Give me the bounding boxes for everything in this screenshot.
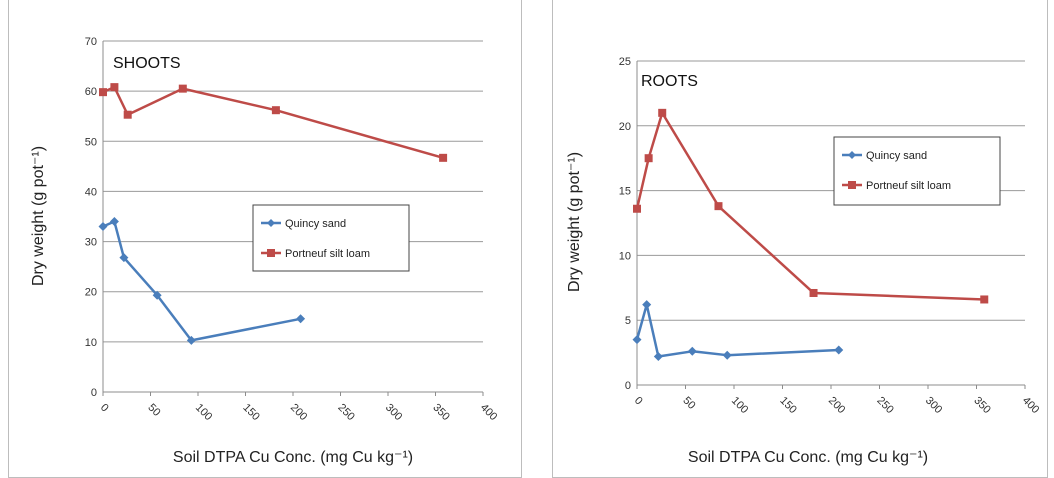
shoots-legend-marker bbox=[267, 249, 275, 257]
shoots-x-tick-label: 250 bbox=[335, 402, 356, 423]
roots-y-axis-label: Dry weight (g pot⁻¹) bbox=[566, 152, 583, 292]
shoots-series-portneuf-silt-loam-point bbox=[99, 88, 107, 97]
shoots-x-tick-label: 200 bbox=[288, 402, 309, 423]
roots-chart-title: ROOTS bbox=[641, 73, 698, 90]
shoots-series-portneuf-silt-loam-line bbox=[102, 85, 444, 160]
shoots-series-portneuf-silt-loam-point bbox=[123, 110, 132, 119]
roots-y-tick-label: 10 bbox=[619, 250, 631, 262]
shoots-x-tick-label: 350 bbox=[430, 402, 451, 423]
shoots-chart: 0 10 20 30 40 50 60 70 0 50 100 150 200 250 300 350 400 S… bbox=[30, 36, 499, 466]
shoots-x-tick-label: 400 bbox=[478, 402, 499, 423]
roots-chart-panel: 0 5 10 15 20 25 0 50 100 150 200 250 300 350 400 ROOTS D… bbox=[552, 0, 1048, 478]
shoots-x-axis-label: Soil DTPA Cu Conc. (mg Cu kg⁻¹) bbox=[173, 449, 413, 466]
shoots-x-tick-label: 50 bbox=[145, 402, 162, 419]
shoots-y-tick-label: 0 bbox=[91, 387, 97, 399]
shoots-y-tick-label: 50 bbox=[85, 136, 97, 148]
shoots-series-quincy-sand-point bbox=[152, 290, 162, 300]
roots-y-tick-label: 15 bbox=[619, 186, 631, 198]
roots-x-tick-label: 250 bbox=[874, 395, 895, 416]
shoots-series-portneuf-silt-loam-point bbox=[110, 83, 119, 92]
roots-series-quincy-sand-line bbox=[635, 303, 839, 358]
roots-series-portneuf-silt-loam-point bbox=[809, 288, 818, 297]
shoots-y-tick-label: 60 bbox=[85, 86, 97, 98]
shoots-x-tick-label: 150 bbox=[240, 402, 261, 423]
shoots-y-tick-label: 70 bbox=[85, 36, 97, 48]
shoots-legend bbox=[252, 204, 410, 272]
shoots-series-quincy-sand-point bbox=[98, 222, 108, 232]
shoots-series-quincy-sand-point bbox=[109, 217, 119, 227]
roots-series-quincy-sand-point bbox=[632, 335, 642, 345]
roots-x-tick-label: 50 bbox=[680, 395, 697, 412]
shoots-x-tick-label: 0 bbox=[98, 402, 111, 415]
roots-series-portneuf-silt-loam-point bbox=[644, 154, 653, 163]
roots-legend bbox=[833, 136, 1001, 206]
roots-y-tick-label: 0 bbox=[625, 380, 631, 392]
roots-y-tick-label: 5 bbox=[625, 315, 631, 327]
roots-series-quincy-sand-point bbox=[653, 351, 663, 361]
roots-legend-label: Quincy sand bbox=[866, 150, 927, 162]
shoots-y-tick-label: 40 bbox=[85, 186, 97, 198]
shoots-x-tick-label: 100 bbox=[193, 402, 214, 423]
roots-x-axis-label: Soil DTPA Cu Conc. (mg Cu kg⁻¹) bbox=[688, 449, 928, 466]
roots-y-tick-label: 25 bbox=[619, 56, 631, 68]
roots-legend-marker bbox=[848, 181, 856, 189]
shoots-legend-marker bbox=[267, 219, 275, 227]
shoots-chart-title: SHOOTS bbox=[113, 55, 181, 72]
shoots-series-quincy-sand-point bbox=[186, 335, 196, 345]
roots-y-tick-label: 20 bbox=[619, 121, 631, 133]
roots-series-portneuf-silt-loam-point bbox=[658, 108, 667, 117]
shoots-legend-label: Portneuf silt loam bbox=[285, 248, 370, 260]
roots-x-tick-label: 100 bbox=[729, 395, 750, 416]
roots-x-tick-label: 0 bbox=[632, 395, 645, 408]
roots-x-tick-label: 200 bbox=[826, 395, 847, 416]
shoots-y-tick-label: 30 bbox=[85, 237, 97, 249]
shoots-y-tick-label: 10 bbox=[85, 337, 97, 349]
shoots-x-tick-label: 300 bbox=[383, 402, 404, 423]
roots-series-quincy-sand-point bbox=[834, 345, 844, 355]
shoots-y-tick-label: 20 bbox=[85, 287, 97, 299]
roots-series-quincy-sand-point bbox=[642, 300, 652, 310]
roots-x-tick-label: 350 bbox=[971, 395, 992, 416]
shoots-series-quincy-sand-point bbox=[119, 253, 129, 263]
roots-legend-label: Portneuf silt loam bbox=[866, 180, 951, 192]
shoots-series-portneuf-silt-loam-point bbox=[271, 106, 280, 115]
shoots-chart-panel: 0 10 20 30 40 50 60 70 0 50 100 150 200 250 300 350 400 S… bbox=[8, 0, 522, 478]
shoots-y-axis-label: Dry weight (g pot⁻¹) bbox=[30, 146, 47, 286]
roots-x-tick-label: 400 bbox=[1020, 395, 1041, 416]
roots-series-portneuf-silt-loam-point bbox=[633, 204, 641, 213]
shoots-legend-label: Quincy sand bbox=[285, 218, 346, 230]
roots-x-tick-label: 150 bbox=[777, 395, 798, 416]
roots-legend-marker bbox=[848, 151, 856, 159]
roots-series-quincy-sand-point bbox=[722, 350, 732, 360]
shoots-series-quincy-sand-point bbox=[296, 314, 306, 324]
roots-x-tick-label: 300 bbox=[923, 395, 944, 416]
shoots-series-portneuf-silt-loam-point bbox=[439, 153, 448, 162]
roots-series-portneuf-silt-loam-point bbox=[714, 202, 723, 211]
roots-series-portneuf-silt-loam-line bbox=[635, 111, 985, 301]
roots-series-quincy-sand-point bbox=[687, 346, 697, 356]
roots-series-portneuf-silt-loam-point bbox=[980, 295, 989, 304]
shoots-series-portneuf-silt-loam-point bbox=[178, 84, 187, 93]
